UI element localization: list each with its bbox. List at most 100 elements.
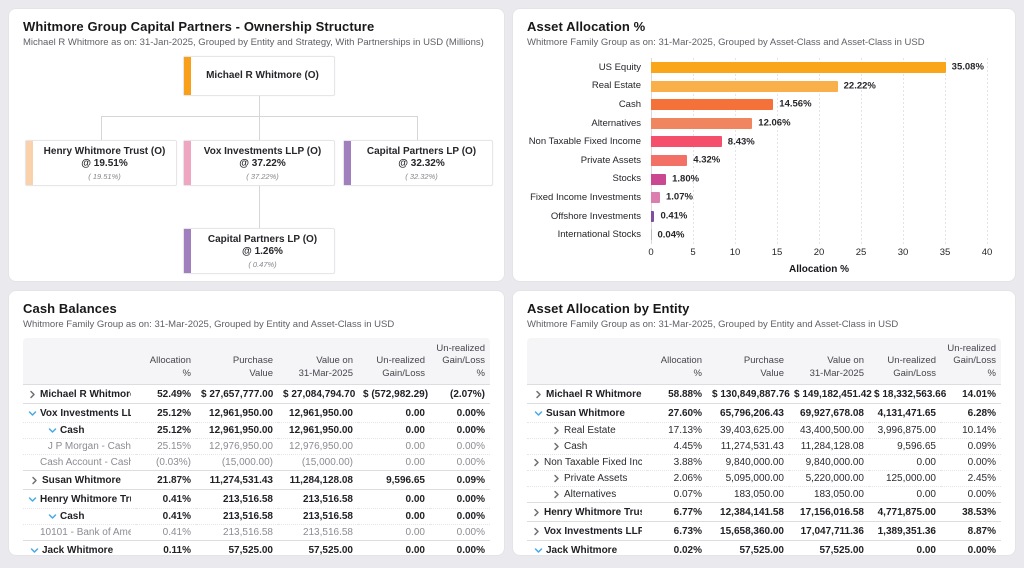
bar-real-estate[interactable] — [651, 80, 838, 92]
bar-private-assets[interactable] — [651, 154, 688, 166]
chevron-down-icon[interactable] — [48, 426, 60, 435]
column-header-entity — [527, 338, 647, 385]
chevron-right-icon[interactable] — [552, 474, 564, 483]
cell-value: 0.00 — [405, 511, 425, 523]
table-row[interactable]: Private Assets 2.06% 5,095,000.00 5,220,000… — [527, 470, 1001, 487]
cell-value: 69,927,678.08 — [800, 408, 864, 420]
gridline — [903, 58, 904, 244]
column-header: Value on 31-Mar-2025 — [789, 338, 869, 385]
bar-non-taxable-fixed-income[interactable] — [651, 136, 722, 148]
table-row[interactable]: Vox Investments LLP 25.12% 12,961,950.00 12… — [23, 403, 490, 423]
chevron-right-icon[interactable] — [552, 426, 564, 435]
bar-offshore-investments[interactable] — [651, 210, 655, 222]
cell-value: 0.00% — [967, 457, 996, 469]
cell-value: 8.87% — [967, 526, 996, 538]
table-row[interactable]: Real Estate 17.13% 39,403,625.00 43,400,500… — [527, 422, 1001, 439]
category-label: Offshore Investments — [550, 210, 641, 222]
cell-value: 12,976,950.00 — [209, 441, 273, 453]
category-label: International Stocks — [557, 229, 641, 241]
chevron-down-icon[interactable] — [28, 495, 40, 504]
cell-value: 27.60% — [668, 408, 702, 420]
table-row[interactable]: Michael R Whitmore 58.88% $ 130,849,887.76… — [527, 384, 1001, 404]
category-label: Alternatives — [591, 117, 641, 129]
chevron-down-icon[interactable] — [30, 546, 42, 555]
table-row[interactable]: Susan Whitmore 27.60% 65,796,206.43 69,927,… — [527, 403, 1001, 423]
cell-value: 4,771,875.00 — [877, 507, 936, 519]
cell-value: 0.41% — [162, 511, 191, 523]
gridlines — [651, 58, 988, 244]
bar-value-label: 14.56% — [779, 98, 812, 110]
table-row[interactable]: Alternatives 0.07% 183,050.00 183,050.00 0.0… — [527, 486, 1001, 503]
chevron-down-icon[interactable] — [534, 546, 546, 555]
panel-subtitle: Whitmore Family Group as on: 31-Mar-2025… — [23, 319, 395, 330]
chevron-right-icon[interactable] — [552, 490, 564, 499]
chevron-down-icon[interactable] — [28, 409, 40, 418]
bar-cash[interactable] — [651, 99, 774, 111]
node-label: Michael R Whitmore (O) — [206, 69, 319, 81]
table-row[interactable]: Cash Account - Cash (0.03%) (15,000.00) (15… — [23, 454, 490, 471]
chevron-right-icon[interactable] — [552, 442, 564, 451]
cell-value: (15,000.00) — [301, 457, 353, 469]
chevron-right-icon[interactable] — [532, 458, 544, 467]
row-label: Cash Account - Cash — [40, 457, 131, 469]
bar-international-stocks[interactable] — [651, 229, 652, 241]
cell-value: 6.28% — [967, 408, 996, 420]
table-row[interactable]: Cash 25.12% 12,961,950.00 12,961,950.00 0.00… — [23, 422, 490, 439]
chevron-right-icon[interactable] — [30, 476, 42, 485]
table-row[interactable]: Cash 4.45% 11,274,531.43 11,284,128.08 9,596… — [527, 438, 1001, 455]
cell-value: 9,596.65 — [386, 475, 425, 487]
table-row[interactable]: Cash 0.41% 213,516.58 213,516.58 0.00 0.00% — [23, 508, 490, 525]
column-header: Purchase Value — [196, 338, 278, 385]
org-node-vox-investments[interactable]: Vox Investments LLP (O) @ 37.22% ( 37.22… — [183, 140, 335, 186]
x-tick-label: 20 — [813, 246, 825, 258]
node-color-bar — [184, 229, 191, 273]
org-node-capital-partners[interactable]: Capital Partners LP (O) @ 32.32% ( 32.32… — [343, 140, 493, 186]
chevron-right-icon[interactable] — [534, 390, 546, 399]
table-row[interactable]: Jack Whitmore 0.02% 57,525.00 57,525.00 0.00… — [527, 540, 1001, 555]
table-row[interactable]: Jack Whitmore 0.11% 57,525.00 57,525.00 0.00… — [23, 540, 490, 556]
table-row[interactable]: 10101 - Bank of America - Cash 0.41% 213,5… — [23, 524, 490, 541]
node-color-bar — [184, 57, 191, 95]
bar-value-label: 4.32% — [693, 154, 721, 166]
table-row[interactable]: Vox Investments LLP 6.73% 15,658,360.00 17,… — [527, 521, 1001, 541]
table-row[interactable]: Susan Whitmore 21.87% 11,274,531.43 11,284,… — [23, 470, 490, 490]
table-row[interactable]: J P Morgan - Cash 25.15% 12,976,950.00 12,9… — [23, 438, 490, 455]
allocation-by-entity-table: Allocation % Purchase Value Value on 31-Ma… — [527, 338, 1001, 555]
column-header: Value on 31-Mar-2025 — [278, 338, 358, 385]
chevron-down-icon[interactable] — [534, 409, 546, 418]
cell-value: 125,000.00 — [885, 473, 936, 485]
table-row[interactable]: Henry Whitmore Trust 6.77% 12,384,141.58 17… — [527, 502, 1001, 522]
column-header: Un-realized Gain/Loss % — [941, 338, 1001, 385]
table-row[interactable]: Henry Whitmore Trust 0.41% 213,516.58 213,5… — [23, 489, 490, 509]
table-row[interactable]: Non Taxable Fixed Inco... 3.88% 9,840,000.… — [527, 454, 1001, 471]
chevron-right-icon[interactable] — [532, 527, 544, 536]
org-node-root[interactable]: Michael R Whitmore (O) — [183, 56, 335, 96]
bar-fixed-income-investments[interactable] — [651, 192, 660, 204]
row-label: Henry Whitmore Trust — [40, 494, 131, 506]
ownership-org-chart: Michael R Whitmore (O) Henry Whitmore Tr… — [23, 56, 493, 278]
bar-stocks[interactable] — [651, 173, 667, 185]
bar-alternatives[interactable] — [651, 117, 753, 129]
cell-value: 2.06% — [673, 473, 702, 485]
row-label: Cash — [564, 441, 588, 453]
cell-value: $ (572,982.29) — [363, 389, 429, 401]
chevron-down-icon[interactable] — [48, 512, 60, 521]
cell-value: 4.45% — [673, 441, 702, 453]
chevron-right-icon[interactable] — [28, 390, 40, 399]
cell-value: 0.11% — [163, 545, 191, 556]
org-node-henry-whitmore-trust[interactable]: Henry Whitmore Trust (O) @ 19.51% ( 19.5… — [25, 140, 177, 186]
cell-value: (15,000.00) — [221, 457, 273, 469]
row-label: Cash — [60, 511, 85, 523]
org-node-capital-partners-sub[interactable]: Capital Partners LP (O) @ 1.26% ( 0.47%) — [183, 228, 335, 274]
bar-us-equity[interactable] — [651, 62, 946, 73]
cell-value: 12,961,950.00 — [209, 408, 273, 420]
row-label: Michael R Whitmore — [546, 389, 642, 401]
cell-value: 0.00% — [456, 494, 485, 506]
gridline — [735, 58, 736, 244]
chevron-right-icon[interactable] — [532, 508, 544, 517]
bar-row: 22.22% — [651, 77, 987, 96]
table-row[interactable]: Michael R Whitmore 52.49% $ 27,657,777.00 $… — [23, 384, 490, 404]
cell-value: 10.14% — [962, 425, 996, 437]
category-label: Real Estate — [591, 80, 641, 92]
x-axis-label: Allocation % — [788, 263, 849, 275]
